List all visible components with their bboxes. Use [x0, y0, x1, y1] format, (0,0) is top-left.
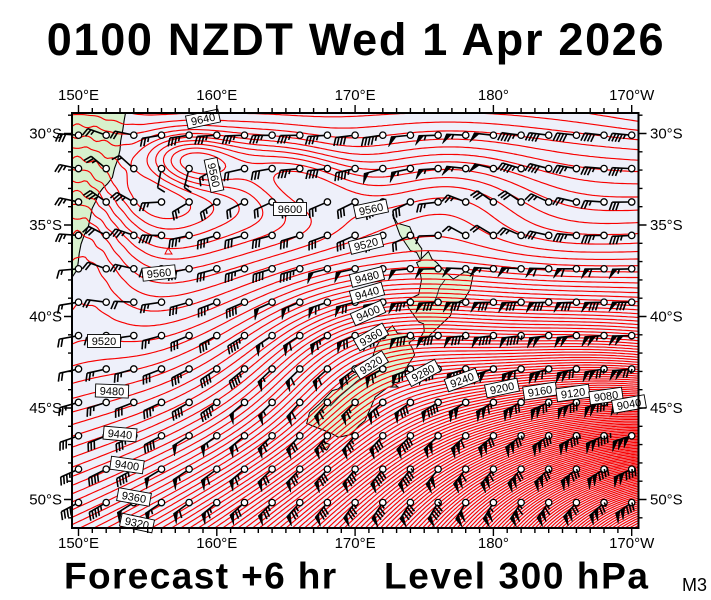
svg-text:170°W: 170°W [609, 535, 655, 552]
svg-text:9400: 9400 [114, 458, 140, 473]
svg-text:170°E: 170°E [335, 87, 376, 104]
svg-text:50°S: 50°S [650, 492, 683, 509]
svg-text:9200: 9200 [489, 381, 515, 398]
svg-text:9560: 9560 [146, 267, 172, 281]
svg-text:30°S: 30°S [650, 126, 683, 143]
svg-text:170°E: 170°E [335, 535, 376, 552]
svg-text:Level 300 hPa: Level 300 hPa [384, 556, 650, 597]
svg-text:35°S: 35°S [650, 217, 683, 234]
svg-text:9360: 9360 [121, 490, 147, 506]
svg-text:0100 NZDT Wed 1 Apr 2026: 0100 NZDT Wed 1 Apr 2026 [47, 14, 666, 65]
svg-text:9040: 9040 [616, 397, 642, 413]
svg-text:9440: 9440 [107, 428, 132, 442]
svg-text:160°E: 160°E [196, 535, 237, 552]
svg-text:45°S: 45°S [29, 400, 62, 417]
svg-text:150°E: 150°E [58, 87, 99, 104]
svg-text:40°S: 40°S [650, 309, 683, 326]
svg-text:9160: 9160 [527, 384, 553, 400]
svg-text:9560: 9560 [358, 202, 384, 219]
svg-text:9520: 9520 [92, 336, 116, 348]
svg-text:40°S: 40°S [29, 309, 62, 326]
svg-text:9520: 9520 [353, 236, 380, 254]
svg-text:Forecast +6 hr: Forecast +6 hr [64, 556, 338, 597]
svg-text:9480: 9480 [100, 386, 125, 399]
svg-text:160°E: 160°E [196, 87, 237, 104]
svg-text:9480: 9480 [354, 269, 381, 287]
svg-text:9640: 9640 [190, 112, 216, 129]
svg-text:50°S: 50°S [29, 492, 62, 509]
svg-text:30°S: 30°S [29, 126, 62, 143]
svg-text:45°S: 45°S [650, 400, 683, 417]
svg-text:170°W: 170°W [609, 87, 655, 104]
svg-text:9600: 9600 [278, 204, 302, 216]
svg-text:M3: M3 [682, 575, 707, 595]
svg-text:150°E: 150°E [58, 535, 99, 552]
svg-text:9560: 9560 [205, 162, 222, 188]
svg-text:180°: 180° [478, 87, 509, 104]
svg-text:180°: 180° [478, 535, 509, 552]
svg-text:35°S: 35°S [29, 217, 62, 234]
svg-text:9120: 9120 [560, 386, 586, 401]
